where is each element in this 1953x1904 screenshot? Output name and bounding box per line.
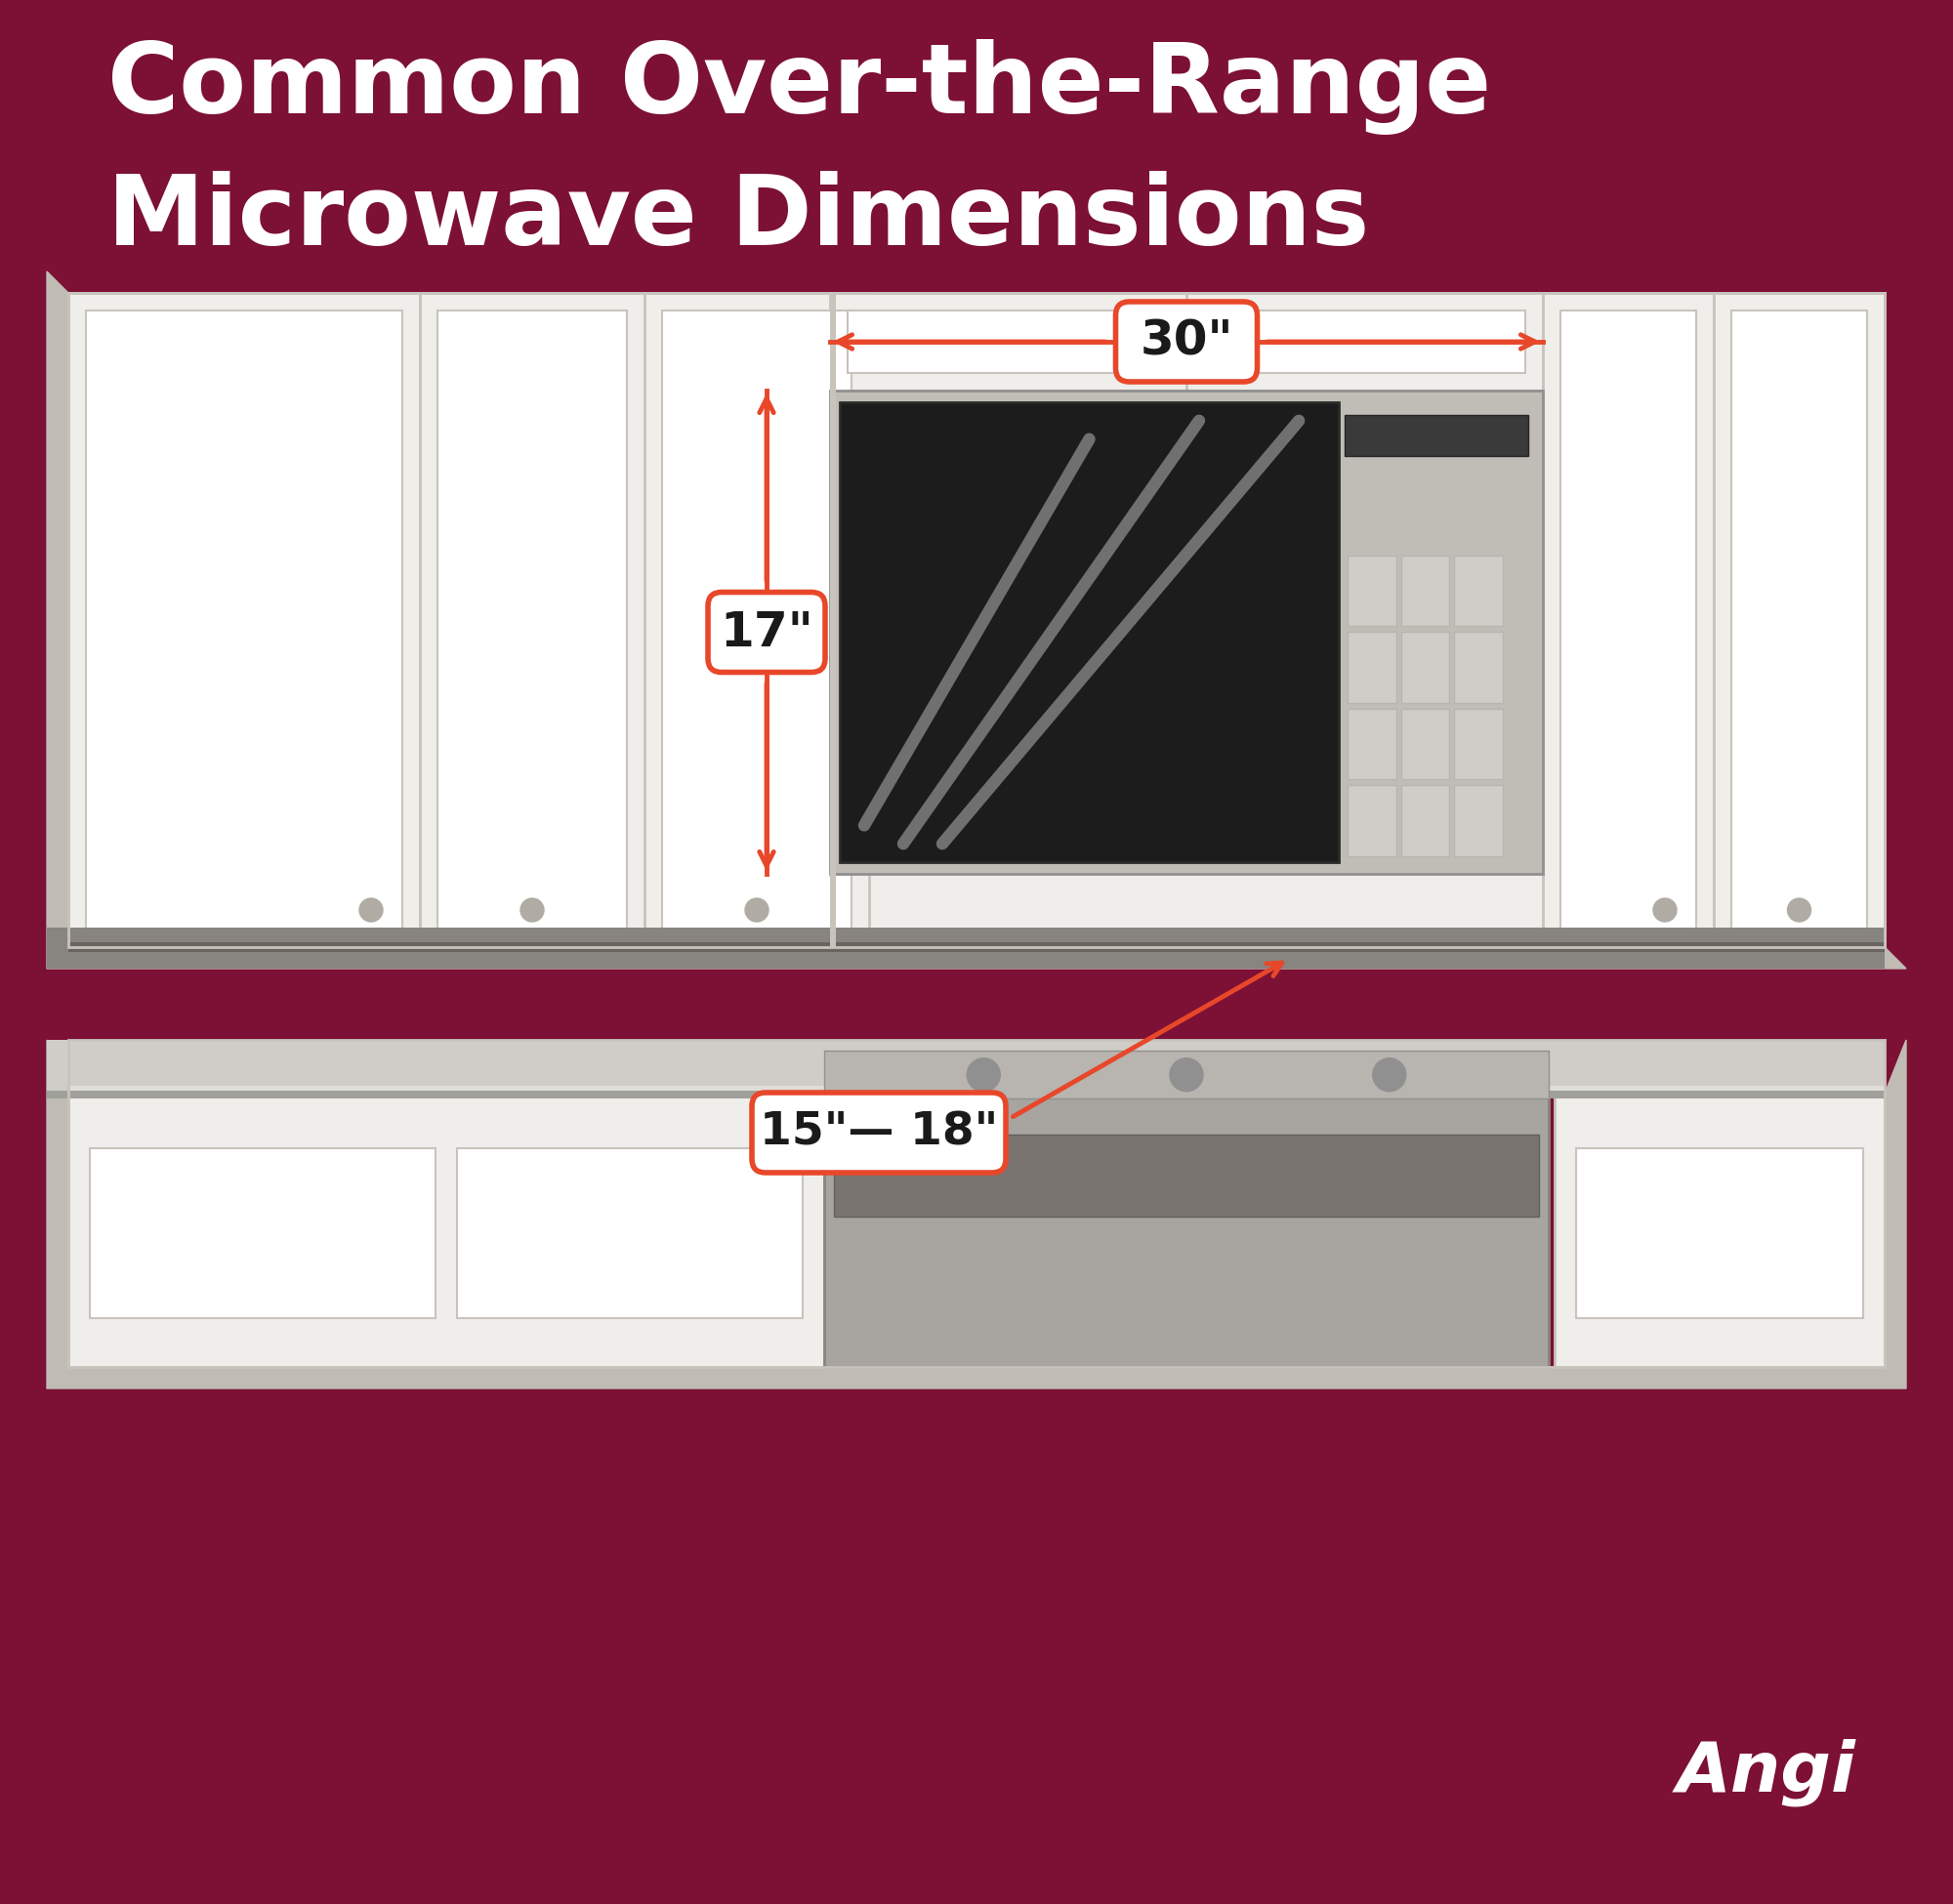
Bar (1732, 310, 1867, 929)
Bar (68, 1093, 824, 1367)
Bar (68, 293, 1885, 946)
Bar (1455, 786, 1502, 857)
Bar (1400, 786, 1449, 857)
Bar (830, 293, 836, 946)
Bar (1455, 708, 1502, 779)
Bar (68, 293, 420, 946)
Text: Common Over-the-Range: Common Over-the-Range (107, 40, 1492, 135)
Bar (47, 927, 1885, 969)
Bar (848, 310, 1168, 373)
Circle shape (967, 1059, 1000, 1091)
Circle shape (359, 899, 383, 922)
FancyBboxPatch shape (707, 592, 824, 672)
Bar (68, 1040, 1885, 1367)
Bar (830, 390, 1543, 874)
Bar (437, 310, 627, 929)
Bar (1348, 556, 1396, 626)
Bar (1715, 293, 1885, 946)
Bar (47, 1040, 1885, 1093)
Bar (1348, 632, 1396, 703)
Bar (1455, 632, 1502, 703)
Circle shape (1373, 1059, 1406, 1091)
Circle shape (519, 899, 543, 922)
Bar (90, 1148, 436, 1318)
Bar (1576, 1148, 1863, 1318)
Text: 30": 30" (1141, 318, 1232, 366)
Bar (1560, 310, 1695, 929)
Bar (1400, 556, 1449, 626)
Bar (1346, 415, 1529, 455)
Polygon shape (47, 1367, 1906, 1388)
Bar (68, 942, 1885, 952)
Circle shape (1652, 899, 1676, 922)
Bar (1400, 708, 1449, 779)
Text: 17": 17" (721, 609, 812, 655)
Bar (68, 1085, 1885, 1093)
Text: Angi: Angi (1676, 1738, 1855, 1807)
Bar (1348, 786, 1396, 857)
Bar (1455, 556, 1502, 626)
Circle shape (746, 899, 769, 922)
Bar (824, 1093, 1549, 1367)
Bar (1543, 293, 1715, 946)
Bar (1400, 632, 1449, 703)
Bar (86, 310, 402, 929)
Bar (1555, 1093, 1885, 1367)
Bar (420, 293, 644, 946)
Circle shape (1170, 1059, 1203, 1091)
Bar (1187, 293, 1543, 390)
Polygon shape (47, 272, 68, 969)
Circle shape (1787, 899, 1810, 922)
Bar (830, 293, 1187, 390)
Text: Microwave Dimensions: Microwave Dimensions (107, 171, 1369, 265)
Text: 15"— 18": 15"— 18" (760, 1110, 998, 1154)
Bar (840, 402, 1340, 863)
Bar (457, 1148, 803, 1318)
Bar (834, 1135, 1539, 1217)
Polygon shape (47, 1040, 68, 1388)
Bar (68, 293, 1885, 946)
FancyBboxPatch shape (1115, 301, 1258, 383)
Bar (644, 293, 869, 946)
Bar (1348, 708, 1396, 779)
Bar (662, 310, 852, 929)
Bar (1203, 310, 1525, 373)
Bar (824, 1051, 1549, 1099)
FancyBboxPatch shape (752, 1093, 1006, 1173)
Bar (47, 1091, 1885, 1099)
Polygon shape (47, 946, 1906, 969)
Polygon shape (1885, 1040, 1906, 1388)
